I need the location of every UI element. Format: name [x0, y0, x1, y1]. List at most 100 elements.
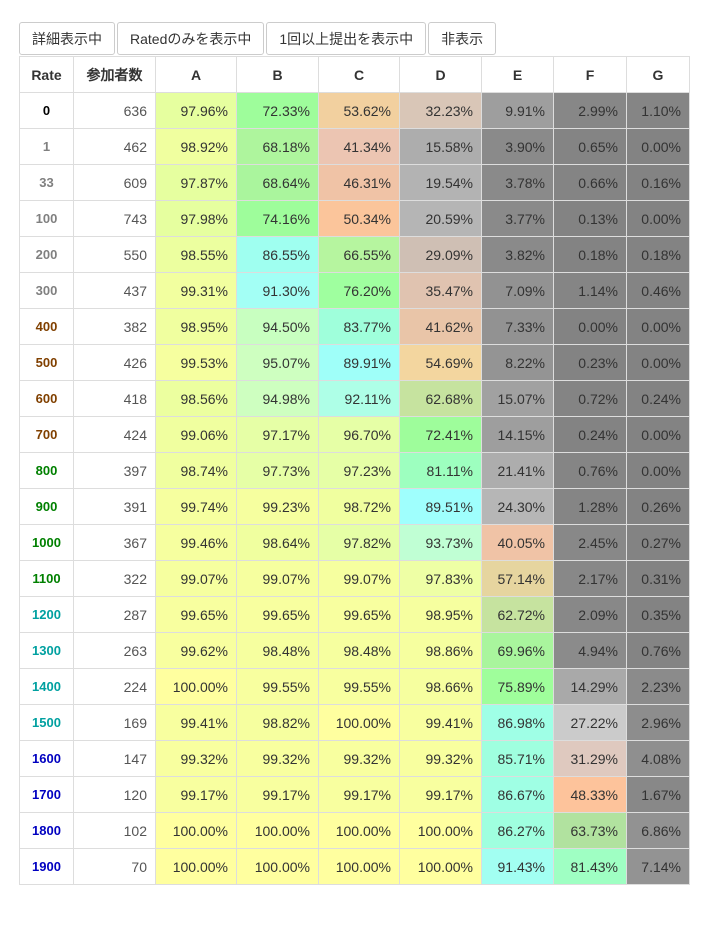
rate-cell: 1800	[19, 812, 74, 849]
problem-c-rate-cell: 76.20%	[318, 272, 400, 309]
problem-b-rate-cell: 99.23%	[236, 488, 319, 525]
hide-button[interactable]: 非表示	[428, 22, 497, 55]
rate-cell: 100	[19, 200, 74, 237]
problem-c-rate-cell: 41.34%	[318, 128, 400, 165]
problem-a-rate-cell: 99.46%	[155, 524, 237, 561]
problem-d-rate-cell: 98.86%	[399, 632, 482, 669]
problem-a-rate-cell: 100.00%	[155, 812, 237, 849]
rate-cell: 0	[19, 92, 74, 129]
submitted-once-button[interactable]: 1回以上提出を表示中	[266, 22, 427, 55]
participants-cell: 424	[73, 416, 156, 453]
problem-a-rate-cell: 97.96%	[155, 92, 237, 129]
rate-cell: 400	[19, 308, 74, 345]
problem-g-rate-cell: 1.10%	[626, 92, 690, 129]
table-row: 1300 263 99.62% 98.48% 98.48% 98.86% 69.96% 4.9…	[19, 632, 690, 669]
problem-a-rate-cell: 99.41%	[155, 704, 237, 741]
problem-f-rate-cell: 0.76%	[553, 452, 627, 489]
problem-b-rate-cell: 95.07%	[236, 344, 319, 381]
problem-a-rate-cell: 99.06%	[155, 416, 237, 453]
problem-d-rate-cell: 89.51%	[399, 488, 482, 525]
rate-cell: 700	[19, 416, 74, 453]
problem-g-rate-cell: 1.67%	[626, 776, 690, 813]
rate-cell: 800	[19, 452, 74, 489]
table-row: 400 382 98.95% 94.50% 83.77% 41.62% 7.33% 0.00%…	[19, 308, 690, 345]
problem-f-rate-cell: 81.43%	[553, 848, 627, 885]
problem-d-rate-cell: 35.47%	[399, 272, 482, 309]
detail-view-button[interactable]: 詳細表示中	[19, 22, 115, 55]
participants-cell: 437	[73, 272, 156, 309]
problem-c-rate-cell: 100.00%	[318, 704, 400, 741]
problem-a-rate-cell: 98.95%	[155, 308, 237, 345]
problem-g-rate-cell: 0.00%	[626, 200, 690, 237]
problem-d-rate-cell: 98.66%	[399, 668, 482, 705]
problem-b-rate-cell: 98.64%	[236, 524, 319, 561]
table-row: 1900 70 100.00% 100.00% 100.00% 100.00% 91.43%…	[19, 848, 690, 885]
problem-g-rate-cell: 0.46%	[626, 272, 690, 309]
problem-g-rate-cell: 2.23%	[626, 668, 690, 705]
table-row: 800 397 98.74% 97.73% 97.23% 81.11% 21.41% 0.76…	[19, 452, 690, 489]
problem-g-rate-cell: 4.08%	[626, 740, 690, 777]
problem-a-rate-cell: 100.00%	[155, 668, 237, 705]
rate-cell: 1100	[19, 560, 74, 597]
rate-cell: 600	[19, 380, 74, 417]
participants-cell: 322	[73, 560, 156, 597]
problem-f-rate-cell: 0.66%	[553, 164, 627, 201]
problem-c-rate-cell: 98.48%	[318, 632, 400, 669]
problem-g-rate-cell: 0.31%	[626, 560, 690, 597]
problem-g-rate-cell: 0.18%	[626, 236, 690, 273]
rate-cell: 900	[19, 488, 74, 525]
participants-cell: 382	[73, 308, 156, 345]
rate-cell: 1300	[19, 632, 74, 669]
problem-c-rate-cell: 100.00%	[318, 848, 400, 885]
problem-c-rate-cell: 89.91%	[318, 344, 400, 381]
problem-a-rate-cell: 99.53%	[155, 344, 237, 381]
problem-d-rate-cell: 72.41%	[399, 416, 482, 453]
rated-only-button[interactable]: Ratedのみを表示中	[117, 22, 265, 55]
problem-g-rate-cell: 0.26%	[626, 488, 690, 525]
problem-g-rate-cell: 0.76%	[626, 632, 690, 669]
problem-d-rate-cell: 29.09%	[399, 236, 482, 273]
participants-cell: 397	[73, 452, 156, 489]
problem-d-rate-cell: 100.00%	[399, 812, 482, 849]
problem-a-rate-cell: 98.92%	[155, 128, 237, 165]
participants-cell: 391	[73, 488, 156, 525]
problem-g-rate-cell: 7.14%	[626, 848, 690, 885]
participants-cell: 70	[73, 848, 156, 885]
table-row: 1 462 98.92% 68.18% 41.34% 15.58% 3.90% 0.65% 0.…	[19, 128, 690, 165]
rate-cell: 1	[19, 128, 74, 165]
problem-b-rate-cell: 99.32%	[236, 740, 319, 777]
problem-d-rate-cell: 100.00%	[399, 848, 482, 885]
problem-c-rate-cell: 99.55%	[318, 668, 400, 705]
problem-e-rate-cell: 62.72%	[481, 596, 554, 633]
participants-cell: 636	[73, 92, 156, 129]
table-row: 200 550 98.55% 86.55% 66.55% 29.09% 3.82% 0.18%…	[19, 236, 690, 273]
problem-b-rate-cell: 72.33%	[236, 92, 319, 129]
problem-g-rate-cell: 0.35%	[626, 596, 690, 633]
table-row: 1100 322 99.07% 99.07% 99.07% 97.83% 57.14% 2.1…	[19, 560, 690, 597]
rate-cell: 1700	[19, 776, 74, 813]
problem-b-rate-cell: 100.00%	[236, 812, 319, 849]
problem-d-rate-cell: 62.68%	[399, 380, 482, 417]
problem-g-rate-cell: 0.00%	[626, 308, 690, 345]
problem-b-rate-cell: 94.50%	[236, 308, 319, 345]
problem-b-rate-cell: 98.48%	[236, 632, 319, 669]
toolbar: 詳細表示中 Ratedのみを表示中 1回以上提出を表示中 非表示	[19, 22, 498, 56]
rate-cell: 1900	[19, 848, 74, 885]
table-row: 1700 120 99.17% 99.17% 99.17% 99.17% 86.67% 48.…	[19, 776, 690, 813]
problem-d-rate-cell: 32.23%	[399, 92, 482, 129]
problem-e-rate-cell: 86.98%	[481, 704, 554, 741]
problem-a-rate-cell: 97.98%	[155, 200, 237, 237]
problem-c-rate-cell: 53.62%	[318, 92, 400, 129]
problem-c-rate-cell: 99.65%	[318, 596, 400, 633]
problem-g-rate-cell: 6.86%	[626, 812, 690, 849]
problem-g-rate-cell: 0.00%	[626, 416, 690, 453]
problem-d-rate-cell: 81.11%	[399, 452, 482, 489]
problem-b-rate-cell: 98.82%	[236, 704, 319, 741]
table-row: 100 743 97.98% 74.16% 50.34% 20.59% 3.77% 0.13%…	[19, 200, 690, 237]
problem-e-rate-cell: 7.09%	[481, 272, 554, 309]
problem-f-rate-cell: 0.00%	[553, 308, 627, 345]
problem-d-rate-cell: 20.59%	[399, 200, 482, 237]
problem-b-rate-cell: 100.00%	[236, 848, 319, 885]
problem-f-rate-cell: 2.45%	[553, 524, 627, 561]
problem-c-rate-cell: 50.34%	[318, 200, 400, 237]
